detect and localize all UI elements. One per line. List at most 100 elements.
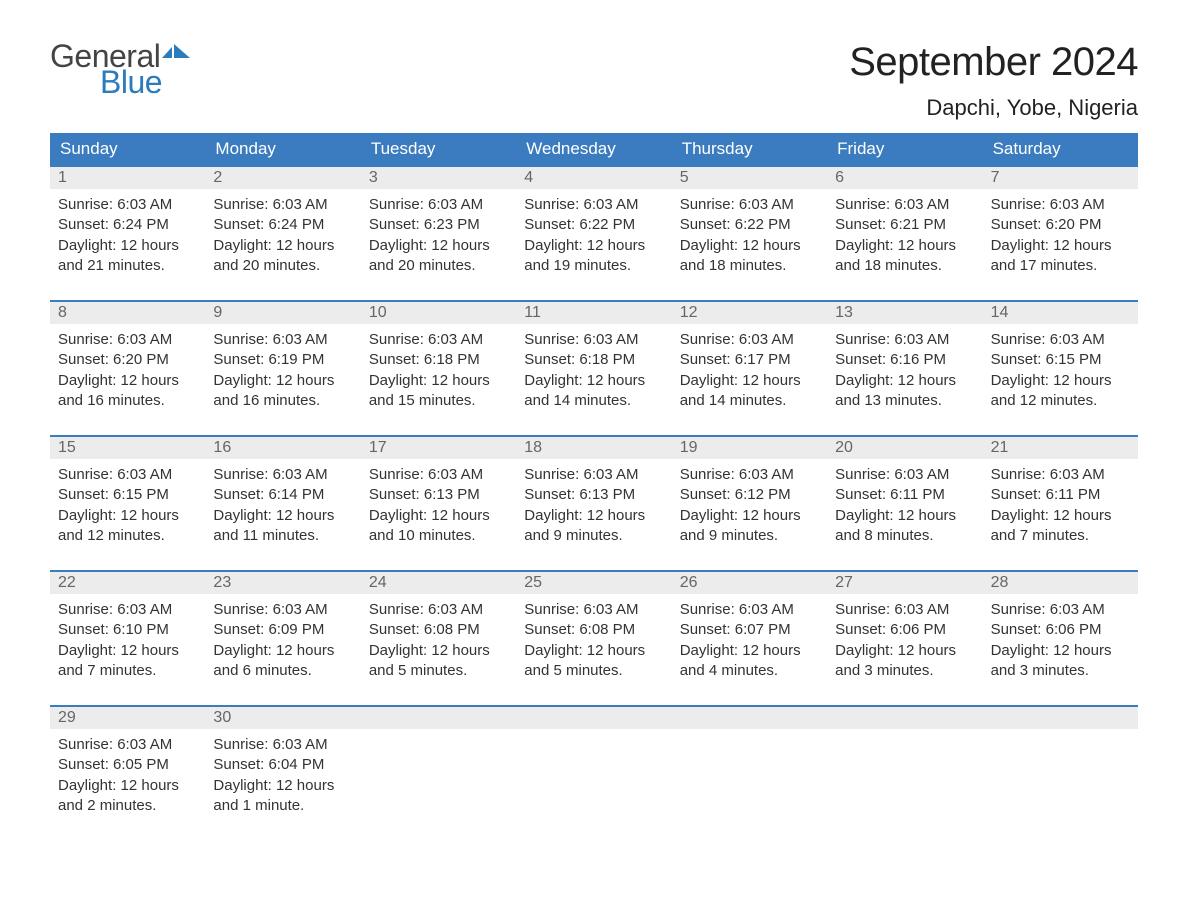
daylight-line-1: Daylight: 12 hours <box>680 371 819 391</box>
sunset-line: Sunset: 6:15 PM <box>58 485 197 505</box>
daylight-line-1: Daylight: 12 hours <box>835 371 974 391</box>
day-cell: Sunrise: 6:03 AMSunset: 6:18 PMDaylight:… <box>516 324 671 417</box>
day-cell: Sunrise: 6:03 AMSunset: 6:06 PMDaylight:… <box>983 594 1138 687</box>
day-number: 22 <box>50 572 205 594</box>
weekday-monday: Monday <box>205 133 360 165</box>
day-cell: Sunrise: 6:03 AMSunset: 6:20 PMDaylight:… <box>50 324 205 417</box>
day-number: 8 <box>50 302 205 324</box>
week-row: 1234567Sunrise: 6:03 AMSunset: 6:24 PMDa… <box>50 165 1138 282</box>
day-number: 12 <box>672 302 827 324</box>
day-cell: Sunrise: 6:03 AMSunset: 6:10 PMDaylight:… <box>50 594 205 687</box>
day-number: 30 <box>205 707 360 729</box>
daylight-line-2: and 1 minute. <box>213 796 352 816</box>
day-number: 14 <box>983 302 1138 324</box>
daylight-line-2: and 9 minutes. <box>680 526 819 546</box>
day-number: 29 <box>50 707 205 729</box>
day-number: 27 <box>827 572 982 594</box>
sunset-line: Sunset: 6:08 PM <box>524 620 663 640</box>
day-number: 5 <box>672 167 827 189</box>
sunset-line: Sunset: 6:08 PM <box>369 620 508 640</box>
daylight-line-2: and 8 minutes. <box>835 526 974 546</box>
sunset-line: Sunset: 6:11 PM <box>991 485 1130 505</box>
daylight-line-2: and 7 minutes. <box>58 661 197 681</box>
calendar: SundayMondayTuesdayWednesdayThursdayFrid… <box>50 133 1138 822</box>
sunset-line: Sunset: 6:06 PM <box>991 620 1130 640</box>
weekday-friday: Friday <box>827 133 982 165</box>
daylight-line-2: and 5 minutes. <box>369 661 508 681</box>
daylight-line-2: and 4 minutes. <box>680 661 819 681</box>
daylight-line-2: and 13 minutes. <box>835 391 974 411</box>
daylight-line-2: and 16 minutes. <box>58 391 197 411</box>
sunrise-line: Sunrise: 6:03 AM <box>369 600 508 620</box>
sunrise-line: Sunrise: 6:03 AM <box>680 465 819 485</box>
weekday-header: SundayMondayTuesdayWednesdayThursdayFrid… <box>50 133 1138 165</box>
sunrise-line: Sunrise: 6:03 AM <box>213 465 352 485</box>
sunrise-line: Sunrise: 6:03 AM <box>680 600 819 620</box>
day-number: 4 <box>516 167 671 189</box>
day-number: 26 <box>672 572 827 594</box>
day-cell: Sunrise: 6:03 AMSunset: 6:06 PMDaylight:… <box>827 594 982 687</box>
sunset-line: Sunset: 6:16 PM <box>835 350 974 370</box>
day-cell: Sunrise: 6:03 AMSunset: 6:22 PMDaylight:… <box>672 189 827 282</box>
sunset-line: Sunset: 6:23 PM <box>369 215 508 235</box>
week-row: 891011121314Sunrise: 6:03 AMSunset: 6:20… <box>50 300 1138 417</box>
day-cell: Sunrise: 6:03 AMSunset: 6:13 PMDaylight:… <box>516 459 671 552</box>
day-number <box>983 707 1138 729</box>
daylight-line-1: Daylight: 12 hours <box>835 506 974 526</box>
daylight-line-1: Daylight: 12 hours <box>369 371 508 391</box>
logo: General Blue <box>50 40 190 98</box>
sunrise-line: Sunrise: 6:03 AM <box>213 735 352 755</box>
day-number: 17 <box>361 437 516 459</box>
daylight-line-1: Daylight: 12 hours <box>524 236 663 256</box>
day-number <box>827 707 982 729</box>
sunset-line: Sunset: 6:22 PM <box>680 215 819 235</box>
day-cell: Sunrise: 6:03 AMSunset: 6:05 PMDaylight:… <box>50 729 205 822</box>
day-cell: Sunrise: 6:03 AMSunset: 6:15 PMDaylight:… <box>50 459 205 552</box>
day-number: 23 <box>205 572 360 594</box>
daylight-line-1: Daylight: 12 hours <box>991 506 1130 526</box>
daylight-line-2: and 2 minutes. <box>58 796 197 816</box>
day-number: 16 <box>205 437 360 459</box>
day-cell: Sunrise: 6:03 AMSunset: 6:14 PMDaylight:… <box>205 459 360 552</box>
sunrise-line: Sunrise: 6:03 AM <box>58 600 197 620</box>
sunrise-line: Sunrise: 6:03 AM <box>524 195 663 215</box>
sunrise-line: Sunrise: 6:03 AM <box>991 465 1130 485</box>
daylight-line-2: and 12 minutes. <box>58 526 197 546</box>
daylight-line-2: and 15 minutes. <box>369 391 508 411</box>
day-cell: Sunrise: 6:03 AMSunset: 6:09 PMDaylight:… <box>205 594 360 687</box>
daylight-line-1: Daylight: 12 hours <box>680 641 819 661</box>
sunrise-line: Sunrise: 6:03 AM <box>991 600 1130 620</box>
sunset-line: Sunset: 6:22 PM <box>524 215 663 235</box>
day-cell: Sunrise: 6:03 AMSunset: 6:22 PMDaylight:… <box>516 189 671 282</box>
sunset-line: Sunset: 6:13 PM <box>524 485 663 505</box>
sunrise-line: Sunrise: 6:03 AM <box>680 195 819 215</box>
sunset-line: Sunset: 6:24 PM <box>58 215 197 235</box>
day-number: 15 <box>50 437 205 459</box>
daylight-line-1: Daylight: 12 hours <box>524 371 663 391</box>
day-cell <box>361 729 516 822</box>
sunrise-line: Sunrise: 6:03 AM <box>991 330 1130 350</box>
week-row: 15161718192021Sunrise: 6:03 AMSunset: 6:… <box>50 435 1138 552</box>
day-cell: Sunrise: 6:03 AMSunset: 6:13 PMDaylight:… <box>361 459 516 552</box>
sunset-line: Sunset: 6:07 PM <box>680 620 819 640</box>
day-number: 2 <box>205 167 360 189</box>
daylight-line-1: Daylight: 12 hours <box>58 641 197 661</box>
day-cell: Sunrise: 6:03 AMSunset: 6:17 PMDaylight:… <box>672 324 827 417</box>
day-number <box>516 707 671 729</box>
sunrise-line: Sunrise: 6:03 AM <box>213 600 352 620</box>
sunrise-line: Sunrise: 6:03 AM <box>991 195 1130 215</box>
daylight-line-1: Daylight: 12 hours <box>991 236 1130 256</box>
day-cell: Sunrise: 6:03 AMSunset: 6:11 PMDaylight:… <box>827 459 982 552</box>
sunrise-line: Sunrise: 6:03 AM <box>369 195 508 215</box>
daylight-line-2: and 18 minutes. <box>835 256 974 276</box>
daylight-line-2: and 16 minutes. <box>213 391 352 411</box>
day-number: 11 <box>516 302 671 324</box>
day-cell <box>516 729 671 822</box>
day-number: 13 <box>827 302 982 324</box>
day-cell: Sunrise: 6:03 AMSunset: 6:18 PMDaylight:… <box>361 324 516 417</box>
daylight-line-1: Daylight: 12 hours <box>835 641 974 661</box>
sunset-line: Sunset: 6:06 PM <box>835 620 974 640</box>
day-number: 10 <box>361 302 516 324</box>
location: Dapchi, Yobe, Nigeria <box>849 95 1138 121</box>
weekday-wednesday: Wednesday <box>516 133 671 165</box>
